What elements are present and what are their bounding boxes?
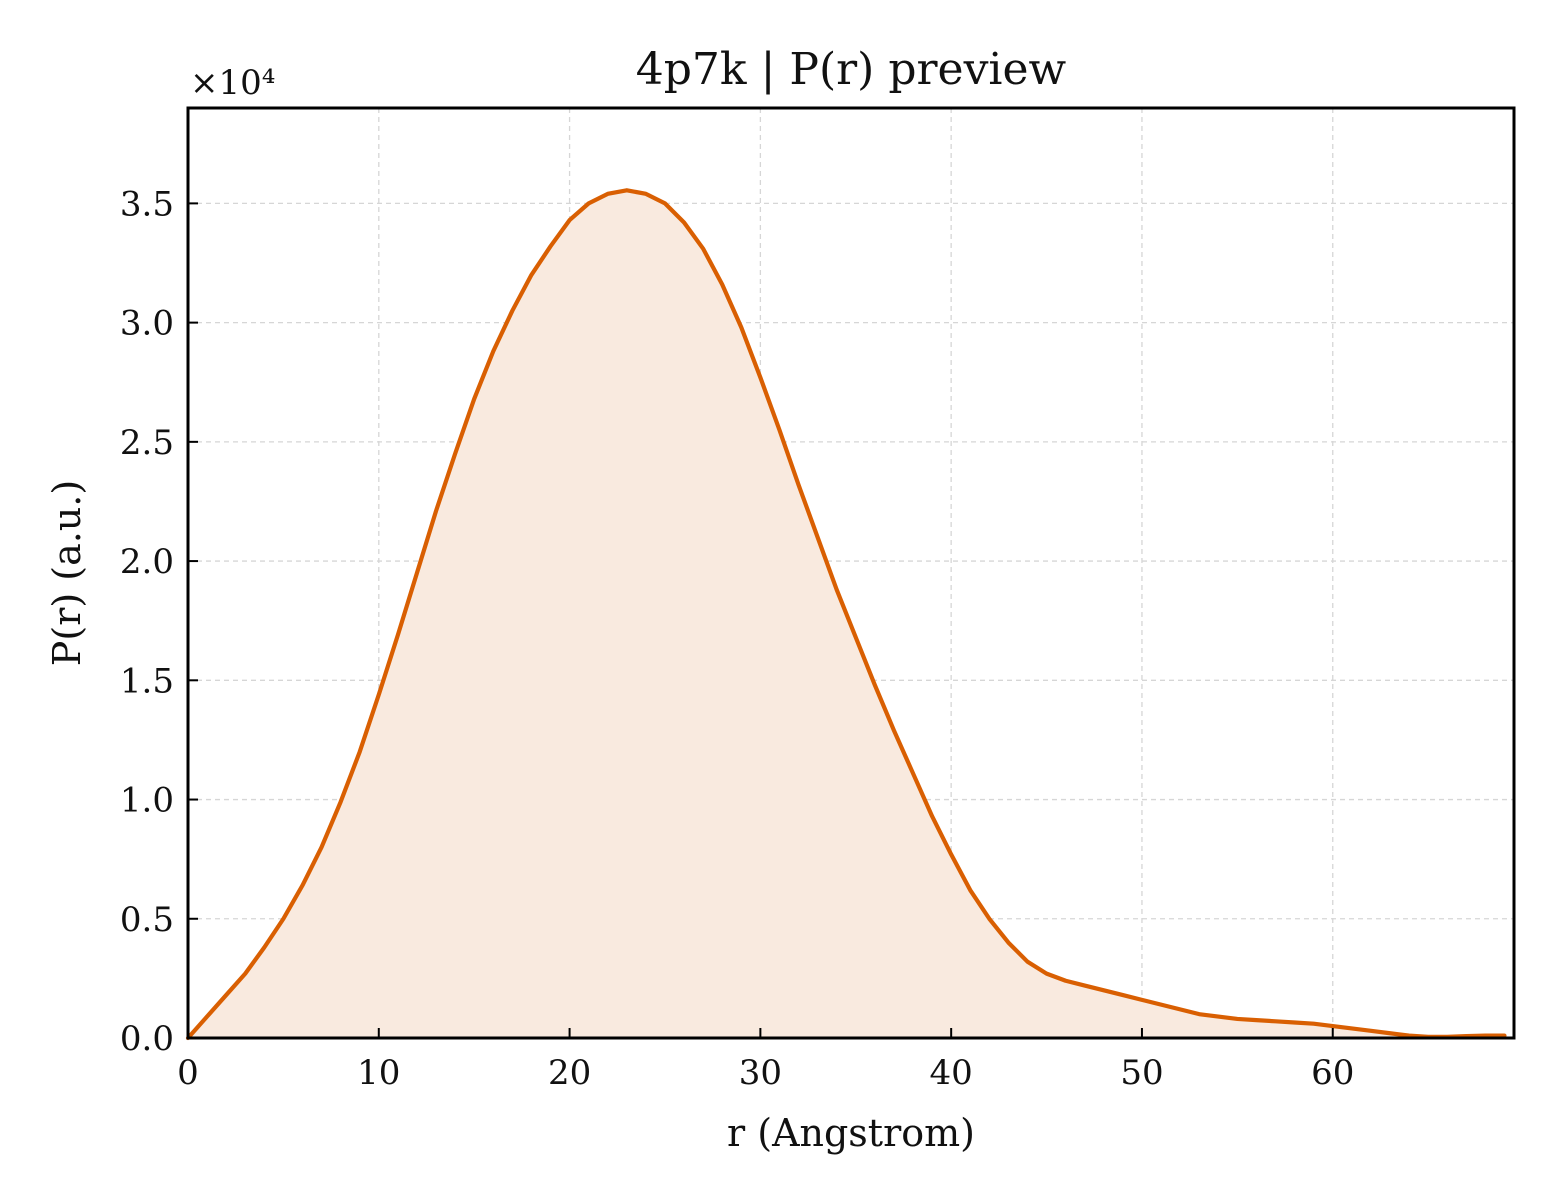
y-tick-label: 2.5 [120,423,174,463]
y-tick-label: 1.5 [120,661,174,701]
x-tick-label: 50 [1120,1053,1163,1093]
y-tick-label: 1.0 [120,781,174,821]
y-tick-label: 3.0 [120,304,174,344]
axis-ticks: 0 10 20 30 40 50 60 0.0 0.5 1.0 1.5 2.0 2.5 3.0 3.5 [120,184,1354,1093]
y-tick-label: 2.0 [120,542,174,582]
x-tick-label: 60 [1311,1053,1354,1093]
x-axis-label: r (Angstrom) [727,1111,975,1155]
pr-series-line [185,188,1507,1041]
y-axis-multiplier: ×10⁴ [190,63,275,103]
x-tick-label: 10 [357,1053,400,1093]
plot-frame [186,106,1516,1040]
y-tick-label: 0.0 [120,1019,174,1059]
chart-title: 4p7k | P(r) preview [636,44,1067,95]
x-tick-label: 40 [930,1053,973,1093]
y-axis-label: P(r) (a.u.) [45,480,89,666]
x-tick-label: 0 [177,1053,199,1093]
y-tick-label: 0.5 [120,900,174,940]
y-tick-label: 3.5 [120,184,174,224]
x-tick-label: 30 [739,1053,782,1093]
x-tick-label: 20 [548,1053,591,1093]
